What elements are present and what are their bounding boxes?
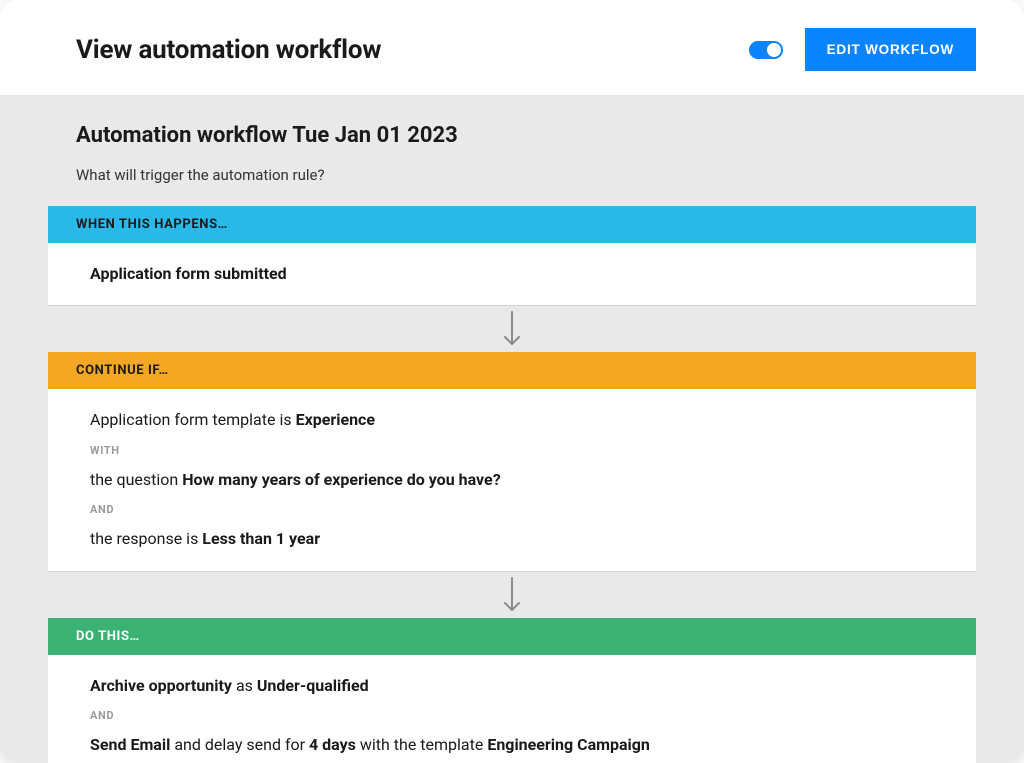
action1-bold2: Under-qualified: [257, 676, 369, 695]
edit-workflow-button[interactable]: EDIT WORKFLOW: [805, 28, 976, 71]
workflow-body: Automation workflow Tue Jan 01 2023 What…: [0, 95, 1024, 763]
arrow-down-icon: [500, 310, 524, 350]
cond1-value: Experience: [296, 410, 375, 429]
condition-line-3: the response is Less than 1 year: [90, 528, 948, 550]
toggle-knob: [767, 43, 781, 57]
action1-bold1: Archive opportunity: [90, 676, 232, 695]
section-when-body: Application form submitted: [48, 243, 976, 306]
workflow-name: Automation workflow Tue Jan 01 2023: [76, 123, 976, 148]
cond2-value: How many years of experience do you have…: [182, 470, 500, 489]
cond2-prefix: the question: [90, 470, 182, 489]
section-condition: CONTINUE IF… Application form template i…: [48, 352, 976, 571]
action2-mid2: with the template: [356, 735, 487, 754]
workflow-subtitle: What will trigger the automation rule?: [76, 166, 976, 184]
action2-bold2: 4 days: [309, 735, 356, 754]
arrow-down-icon: [500, 576, 524, 616]
trigger-line: Application form submitted: [90, 263, 948, 285]
section-when-header: WHEN THIS HAPPENS…: [48, 206, 976, 243]
cond3-prefix: the response is: [90, 529, 202, 548]
page-header: View automation workflow EDIT WORKFLOW: [0, 0, 1024, 95]
condition-line-1: Application form template is Experience: [90, 409, 948, 431]
action2-mid1: and delay send for: [170, 735, 309, 754]
connector-with: WITH: [90, 444, 948, 457]
condition-line-2: the question How many years of experienc…: [90, 469, 948, 491]
section-condition-body: Application form template is Experience …: [48, 389, 976, 571]
header-actions: EDIT WORKFLOW: [749, 28, 976, 71]
connector-and-2: AND: [90, 709, 948, 722]
action1-mid: as: [232, 676, 257, 695]
trigger-text: Application form submitted: [90, 264, 287, 283]
section-action: DO THIS… Archive opportunity as Under-qu…: [48, 618, 976, 763]
section-action-header: DO THIS…: [48, 618, 976, 655]
workflow-enabled-toggle[interactable]: [749, 41, 783, 59]
app-window: View automation workflow EDIT WORKFLOW A…: [0, 0, 1024, 763]
cond1-prefix: Application form template is: [90, 410, 296, 429]
cond3-value: Less than 1 year: [202, 529, 320, 548]
action2-bold3: Engineering Campaign: [487, 735, 650, 754]
section-condition-header: CONTINUE IF…: [48, 352, 976, 389]
arrow-divider-2: [48, 572, 976, 618]
action-line-2: Send Email and delay send for 4 days wit…: [90, 734, 948, 756]
action-line-1: Archive opportunity as Under-qualified: [90, 675, 948, 697]
arrow-divider: [48, 306, 976, 352]
action2-bold1: Send Email: [90, 735, 170, 754]
section-action-body: Archive opportunity as Under-qualified A…: [48, 655, 976, 763]
section-when: WHEN THIS HAPPENS… Application form subm…: [48, 206, 976, 306]
connector-and-1: AND: [90, 503, 948, 516]
page-title: View automation workflow: [76, 35, 381, 65]
